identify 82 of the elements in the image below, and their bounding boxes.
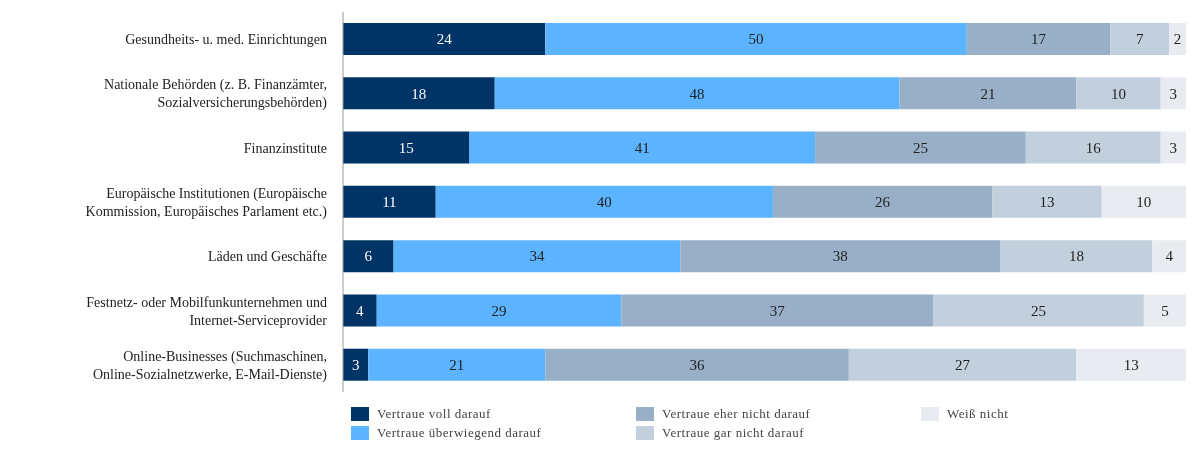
bar: [393, 240, 681, 273]
y-tick-label: Festnetz- oder Mobilfunkunternehmen und Internet-Serviceprovider: [86, 294, 328, 328]
legend-label: Weiß nicht: [947, 405, 1009, 422]
data-label: 4: [1165, 248, 1174, 265]
data-label: 3: [1169, 139, 1178, 156]
data-label: 25: [912, 139, 928, 156]
bar: [1000, 240, 1153, 273]
legend-label: Vertraue eher nicht darauf: [662, 405, 811, 422]
data-label: 29: [491, 302, 507, 319]
bar: [1101, 185, 1186, 218]
data-label: 13: [1039, 194, 1055, 211]
bar: [343, 240, 394, 273]
bar: [343, 294, 377, 327]
bar: [772, 185, 993, 218]
data-label: 7: [1135, 31, 1144, 48]
y-tick-label: Online-Businesses (Suchmaschinen, Online-Sozialnetzwerke, E-Mail-Dienste): [92, 348, 328, 383]
legend-label: Vertraue gar nicht darauf: [662, 424, 805, 441]
data-label: 38: [832, 248, 848, 265]
data-label: 27: [955, 357, 971, 374]
data-label: 17: [1030, 31, 1047, 48]
data-label: 36: [689, 357, 706, 374]
y-tick-label: Läden und Geschäfte: [208, 249, 327, 265]
data-label: 21: [449, 357, 465, 374]
bar: [1110, 23, 1170, 55]
data-label: 41: [634, 139, 650, 156]
bar: [1143, 294, 1186, 327]
data-label: 34: [529, 248, 545, 265]
data-label: 3: [351, 357, 360, 374]
data-label: 37: [769, 302, 786, 319]
data-label: 24: [436, 31, 453, 48]
bar: [1152, 240, 1186, 273]
data-label: 16: [1085, 139, 1102, 156]
y-tick-label: Gesundheits- u. med. Einrichtungen: [125, 32, 327, 48]
bar: [343, 185, 436, 218]
bar: [494, 77, 900, 110]
data-label: 4: [356, 302, 365, 319]
bar: [1160, 77, 1186, 110]
data-label: 21: [980, 85, 996, 102]
data-label: 5: [1161, 302, 1169, 319]
bar: [368, 348, 546, 381]
bar: [933, 294, 1144, 327]
bar: [966, 23, 1111, 55]
bar: [621, 294, 934, 327]
bar: [1160, 131, 1186, 164]
bar: [545, 23, 967, 55]
bar: [1076, 77, 1161, 110]
y-tick-label: Nationale Behörden (z. B. Finanzämter, Sozialversicherungsbehörden): [104, 77, 328, 112]
bar: [815, 131, 1026, 164]
data-label: 15: [398, 139, 414, 156]
bar: [343, 77, 495, 110]
data-label: 2: [1173, 31, 1182, 48]
bar: [376, 294, 622, 327]
bar: [343, 131, 470, 164]
bar: [899, 77, 1077, 110]
bar: [848, 348, 1077, 381]
data-label: 6: [364, 248, 373, 265]
data-label: 10: [1111, 85, 1127, 102]
bar: [992, 185, 1102, 218]
bar: [343, 23, 546, 55]
bar: [680, 240, 1001, 273]
data-label: 3: [1169, 85, 1178, 102]
data-label: 48: [689, 85, 705, 102]
bar: [343, 348, 369, 381]
data-label: 26: [875, 194, 891, 211]
bar: [1025, 131, 1161, 164]
bar: [435, 185, 773, 218]
y-tick-label: Europäische Institutionen (Europäische Kommission, Europäisches Parlament etc.): [85, 186, 328, 220]
data-label: 18: [411, 85, 427, 102]
data-label: 11: [382, 194, 397, 211]
bar: [469, 131, 816, 164]
legend-label: Vertraue überwiegend darauf: [377, 424, 542, 441]
y-tick-label: Finanzinstitute: [243, 140, 327, 156]
data-label: 50: [748, 31, 764, 48]
bar: [1169, 23, 1186, 55]
data-label: 40: [596, 194, 612, 211]
bar: [545, 348, 849, 381]
data-label: 10: [1136, 194, 1152, 211]
legend-label: Vertraue voll darauf: [377, 405, 491, 422]
data-label: 25: [1030, 302, 1046, 319]
data-label: 18: [1068, 248, 1084, 265]
data-label: 13: [1123, 357, 1139, 374]
bar: [1076, 348, 1186, 381]
